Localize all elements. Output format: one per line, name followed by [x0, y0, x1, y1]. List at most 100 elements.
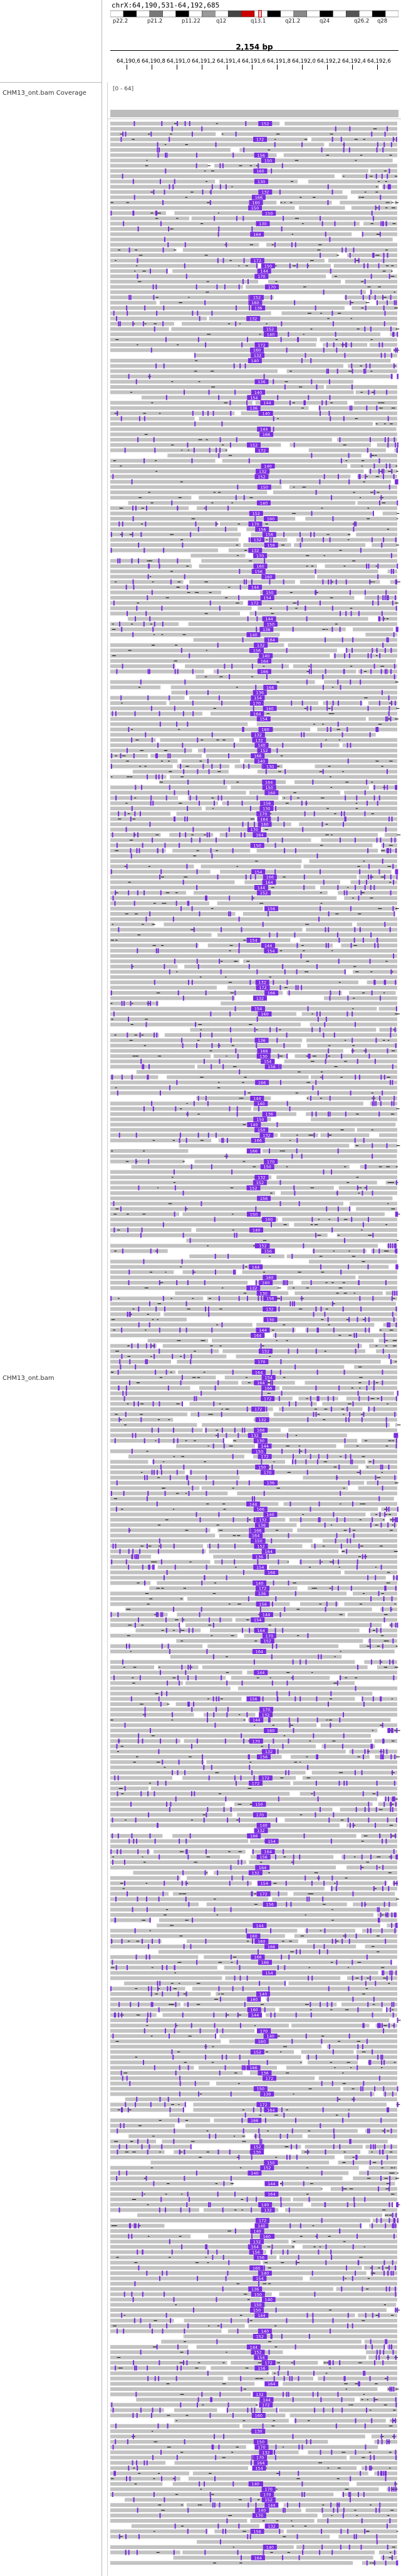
insertion	[351, 363, 353, 369]
insertion-label-box	[251, 1954, 265, 1960]
read	[253, 1106, 397, 1111]
insertion	[279, 1079, 281, 1085]
read	[110, 1386, 190, 1390]
insertion	[223, 1807, 225, 1812]
insertion-label-box	[254, 152, 268, 158]
read	[288, 1981, 397, 1986]
insertion	[257, 1949, 259, 1954]
insertion	[383, 184, 385, 189]
insertion	[179, 1623, 180, 1628]
insertion	[340, 458, 342, 464]
coverage-track-name[interactable]: CHM13_ont.bam Coverage	[3, 90, 86, 97]
insertion	[350, 1538, 352, 1544]
insertion	[315, 1079, 317, 1085]
insertion-size-label: 160	[268, 790, 275, 795]
insertion	[359, 474, 361, 479]
insertion	[190, 1744, 192, 1749]
read	[110, 1317, 187, 1322]
read	[213, 669, 357, 674]
chromosome-ideogram[interactable]	[110, 10, 398, 18]
reads-track[interactable]: 152 172 156 150 160 130 132 166 160 150 150 130 164 1…	[108, 119, 401, 2576]
insertion	[390, 1801, 392, 1807]
insertion-size-label: 140	[257, 1101, 264, 1106]
insertion	[239, 569, 241, 574]
insertion	[206, 1812, 207, 1818]
insertion	[323, 347, 325, 353]
insertion	[360, 289, 362, 295]
insertion	[177, 1770, 179, 1776]
read	[243, 959, 397, 963]
insertion	[397, 332, 398, 337]
read	[250, 1839, 397, 1843]
insertion	[128, 247, 130, 253]
insertion	[242, 637, 244, 643]
cytoband	[227, 10, 242, 18]
insertion	[194, 421, 196, 427]
insertion	[275, 806, 277, 811]
read	[311, 1075, 397, 1079]
insertion-label-box	[250, 258, 264, 263]
insertion	[392, 1728, 393, 1733]
insertion	[360, 679, 362, 685]
insertion-label-box	[246, 1148, 261, 1153]
read	[303, 1475, 397, 1480]
insertion	[237, 1860, 239, 1865]
insertion	[316, 1754, 318, 1759]
insertion-size-label: 132	[257, 643, 264, 648]
insertion	[122, 521, 123, 527]
read	[305, 517, 397, 521]
insertion	[204, 300, 206, 305]
insertion	[271, 1538, 273, 1544]
insertion-size-label: 132	[256, 996, 264, 1001]
insertion	[384, 1512, 386, 1517]
insertion	[293, 1185, 295, 1190]
insertion	[335, 1886, 337, 1891]
insertion	[218, 1043, 220, 1048]
read	[368, 1628, 397, 1633]
read	[190, 1413, 269, 1416]
insertion	[185, 1991, 187, 1996]
coverage-track[interactable]: [0 - 64]	[108, 82, 401, 119]
insertion	[186, 1475, 188, 1480]
insertion	[271, 1222, 273, 1227]
insertion	[377, 595, 379, 600]
insertion-size-label: 172	[262, 1776, 269, 1781]
reads-track-name[interactable]: CHM13_ont.bam	[3, 1375, 55, 1382]
insertion	[129, 1312, 131, 1317]
read	[190, 553, 246, 558]
insertion	[135, 506, 137, 511]
read	[184, 965, 397, 968]
insertion-size-label: 156	[268, 543, 275, 548]
read	[110, 1091, 397, 1095]
insertion	[369, 732, 371, 738]
insertion-label-box	[259, 1612, 273, 1618]
read	[110, 570, 378, 573]
insertion	[128, 295, 130, 300]
insertion	[227, 1817, 229, 1823]
insertion	[340, 1544, 342, 1549]
insertion-label-box	[263, 684, 278, 690]
insertion	[271, 537, 273, 543]
insertion	[383, 1749, 385, 1754]
insertion-label-box	[261, 1386, 276, 1391]
insertion	[261, 1459, 263, 1465]
insertion-size-label: 164	[253, 711, 261, 716]
insertion	[352, 1891, 354, 1897]
read	[110, 2013, 157, 2017]
insertion-label-box	[254, 179, 269, 184]
insertion	[374, 295, 376, 300]
insertion	[174, 669, 176, 674]
insertion	[333, 1032, 335, 1038]
insertion	[377, 2023, 379, 2028]
read	[110, 253, 338, 257]
read	[110, 227, 397, 231]
insertion	[349, 1412, 351, 1417]
insertion	[323, 1944, 325, 1949]
insertion-size-label: 132	[249, 1286, 257, 1291]
insertion	[196, 869, 198, 874]
insertion	[255, 611, 257, 617]
insertion-label-box	[264, 1838, 279, 1844]
insertion	[315, 1412, 317, 1417]
insertion	[212, 1443, 214, 1449]
read	[110, 1349, 219, 1354]
